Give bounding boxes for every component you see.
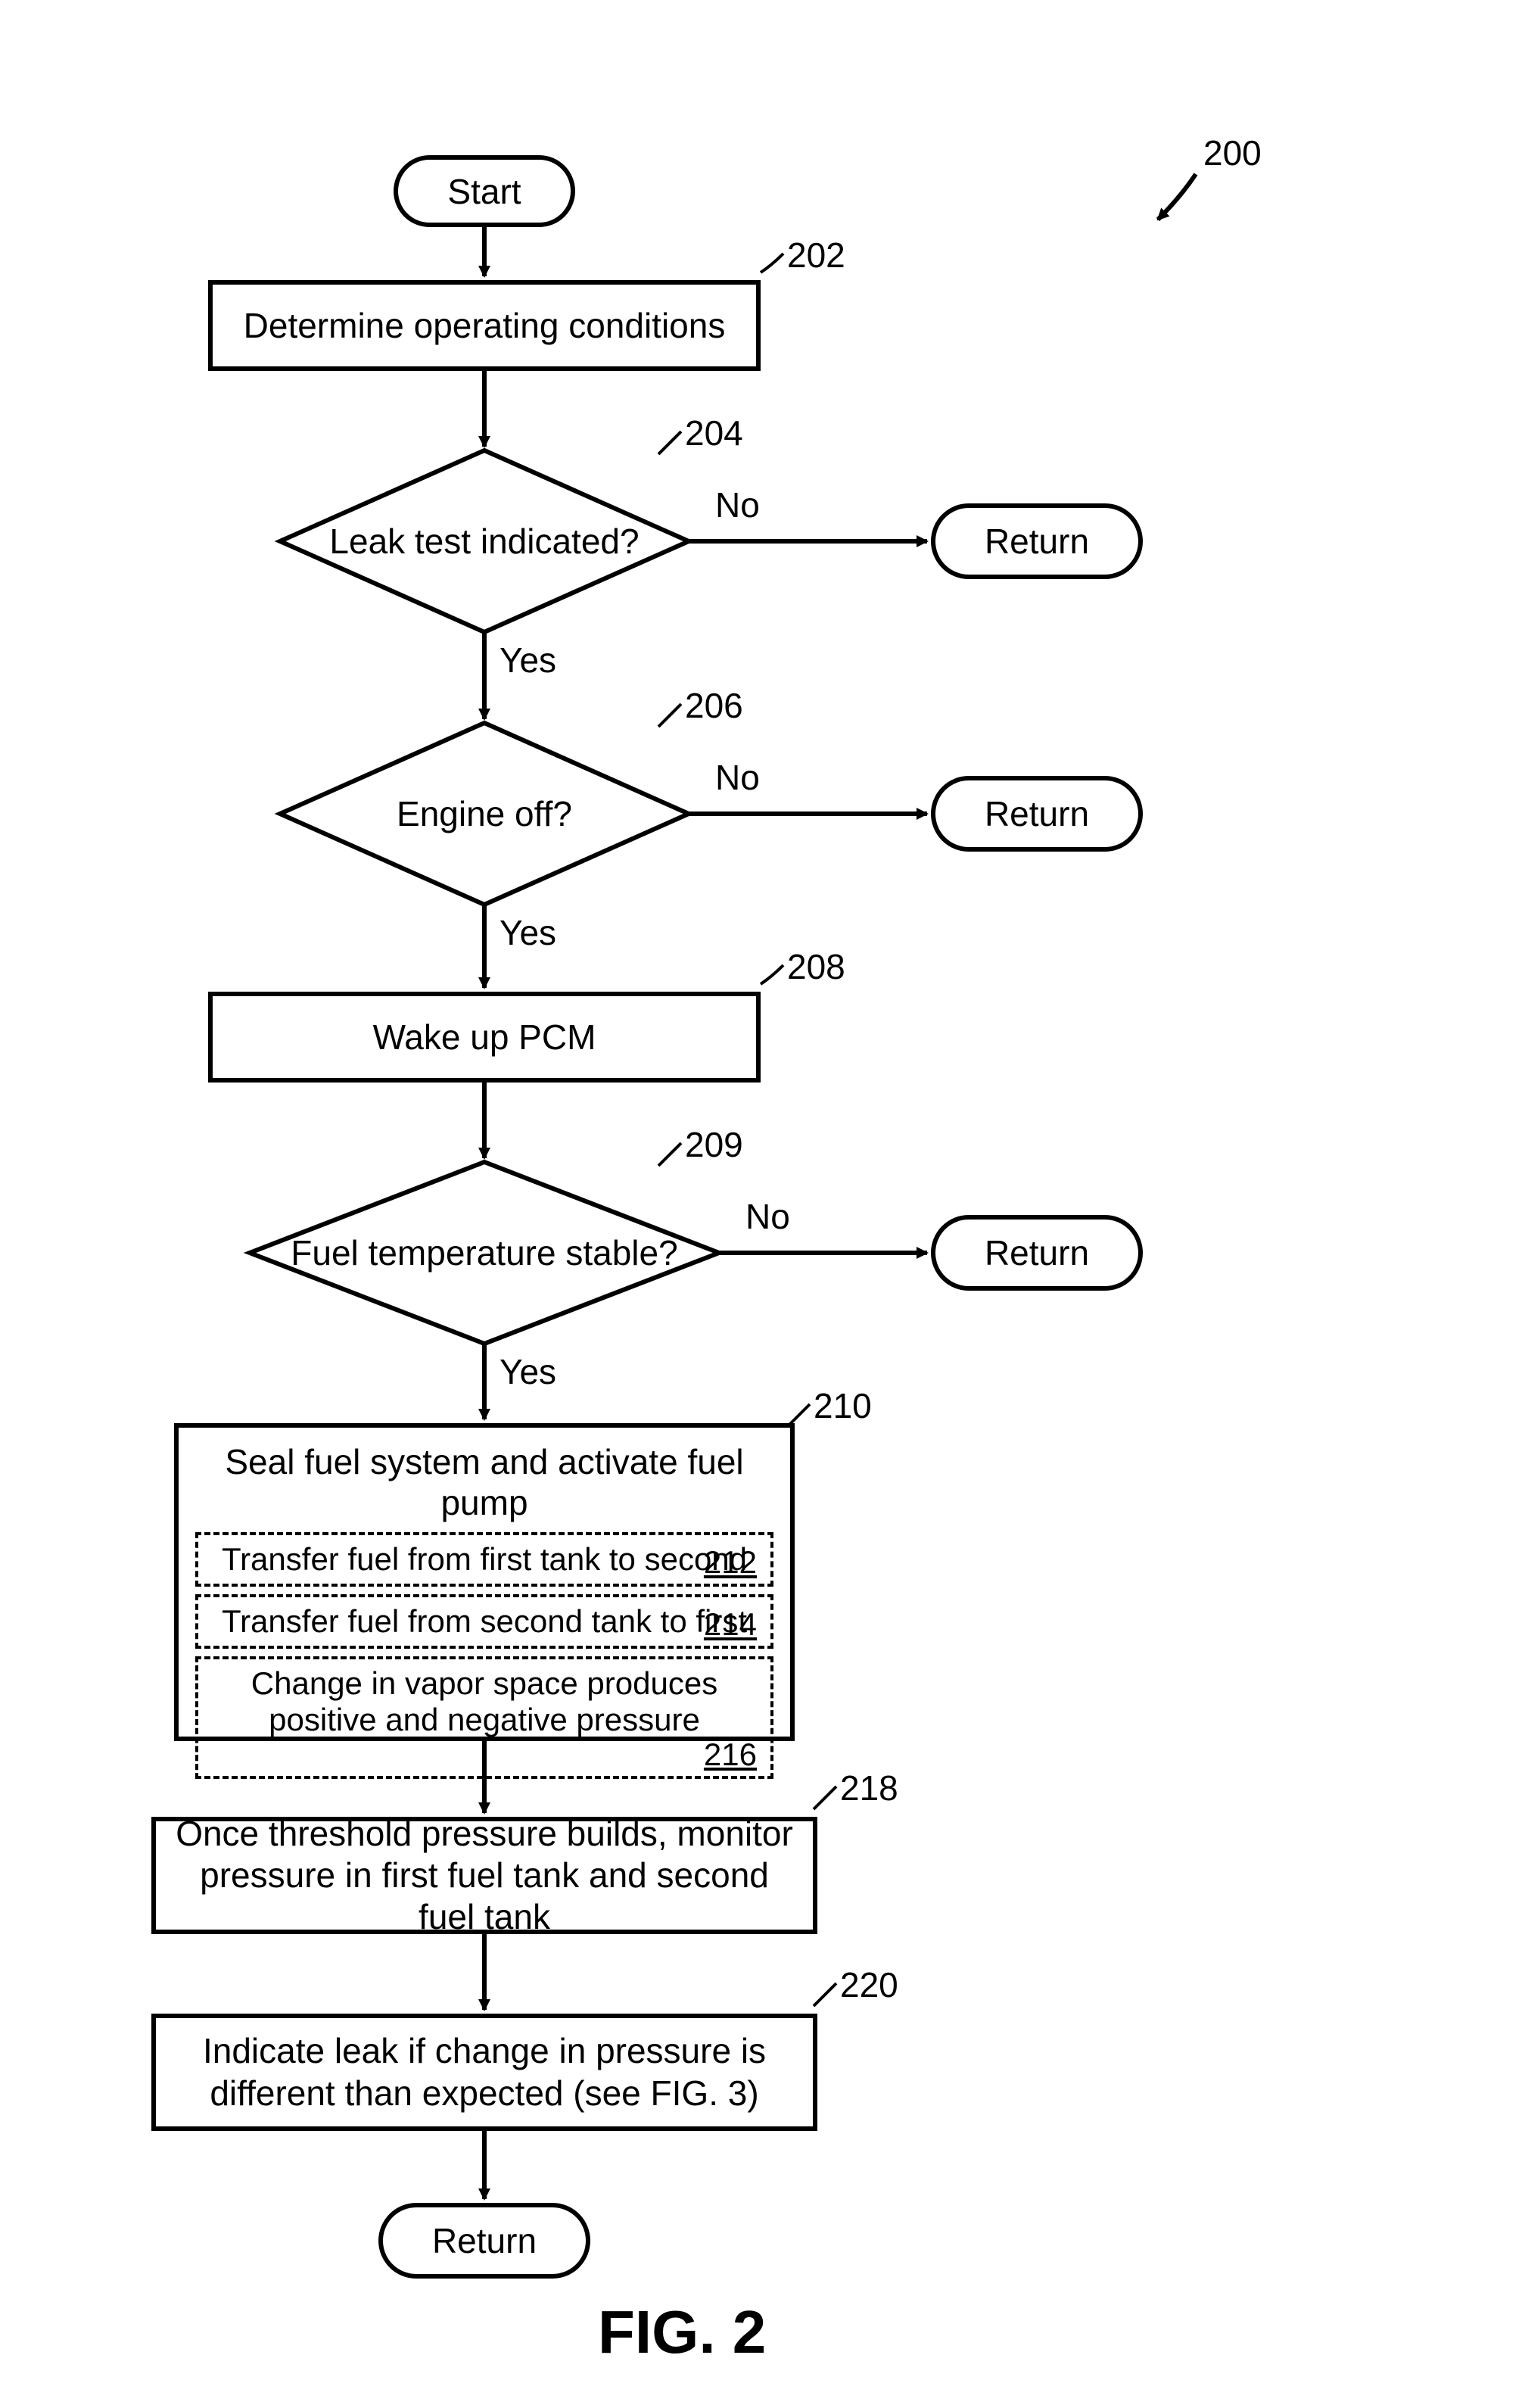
ref-209: 209 — [685, 1124, 743, 1165]
sub-212-text: Transfer fuel from first tank to second — [222, 1541, 747, 1577]
process-202: Determine operating conditions — [208, 280, 761, 371]
no-204: No — [715, 484, 760, 525]
terminator-return-206: Return — [931, 776, 1143, 852]
sub-212: Transfer fuel from first tank to second … — [195, 1532, 773, 1587]
ref-220: 220 — [840, 1964, 898, 2005]
flowchart-page: 200 Start Determine operating conditions… — [0, 0, 1525, 2408]
yes-204: Yes — [500, 640, 556, 681]
sub-216: Change in vapor space produces positive … — [195, 1656, 773, 1779]
return-209-label: Return — [985, 1232, 1089, 1273]
sub-214-text: Transfer fuel from second tank to first — [222, 1603, 747, 1639]
terminator-return-final: Return — [378, 2203, 590, 2279]
ref-208: 208 — [787, 946, 845, 987]
sub-216-ref: 216 — [704, 1737, 757, 1773]
terminator-return-209: Return — [931, 1215, 1143, 1291]
ref-210: 210 — [814, 1385, 872, 1426]
figure-title: FIG. 2 — [598, 2297, 766, 2367]
process-210: Seal fuel system and activate fuel pump … — [174, 1423, 795, 1741]
decision-209-text: Fuel temperature stable? — [250, 1232, 719, 1273]
ref-206: 206 — [685, 685, 743, 726]
yes-206: Yes — [500, 912, 556, 953]
sub-216-text: Change in vapor space produces positive … — [251, 1665, 717, 1737]
ref-204: 204 — [685, 413, 743, 453]
process-218: Once threshold pressure builds, monitor … — [151, 1817, 817, 1934]
return-204-label: Return — [985, 521, 1089, 562]
decision-206-text: Engine off? — [280, 793, 689, 834]
process-208: Wake up PCM — [208, 992, 761, 1083]
no-206: No — [715, 757, 760, 798]
process-210-title: Seal fuel system and activate fuel pump — [195, 1441, 773, 1523]
sub-214-ref: 214 — [704, 1606, 757, 1643]
terminator-start: Start — [394, 155, 575, 227]
return-final-label: Return — [432, 2220, 537, 2261]
process-220-text: Indicate leak if change in pressure is d… — [171, 2030, 798, 2114]
process-220: Indicate leak if change in pressure is d… — [151, 2014, 817, 2131]
ref-218: 218 — [840, 1768, 898, 1808]
process-208-text: Wake up PCM — [373, 1017, 596, 1058]
decision-204: Leak test indicated? — [280, 450, 689, 632]
process-218-text: Once threshold pressure builds, monitor … — [171, 1813, 798, 1939]
start-label: Start — [447, 171, 521, 212]
decision-209: Fuel temperature stable? — [250, 1162, 719, 1344]
decision-206: Engine off? — [280, 723, 689, 905]
decision-204-text: Leak test indicated? — [280, 521, 689, 562]
sub-214: Transfer fuel from second tank to first … — [195, 1594, 773, 1649]
return-206-label: Return — [985, 793, 1089, 834]
terminator-return-204: Return — [931, 503, 1143, 579]
ref-202: 202 — [787, 235, 845, 276]
figure-ref-200: 200 — [1203, 132, 1262, 173]
process-202-text: Determine operating conditions — [244, 305, 726, 346]
yes-209: Yes — [500, 1351, 556, 1392]
sub-212-ref: 212 — [704, 1544, 757, 1581]
no-209: No — [745, 1196, 790, 1237]
